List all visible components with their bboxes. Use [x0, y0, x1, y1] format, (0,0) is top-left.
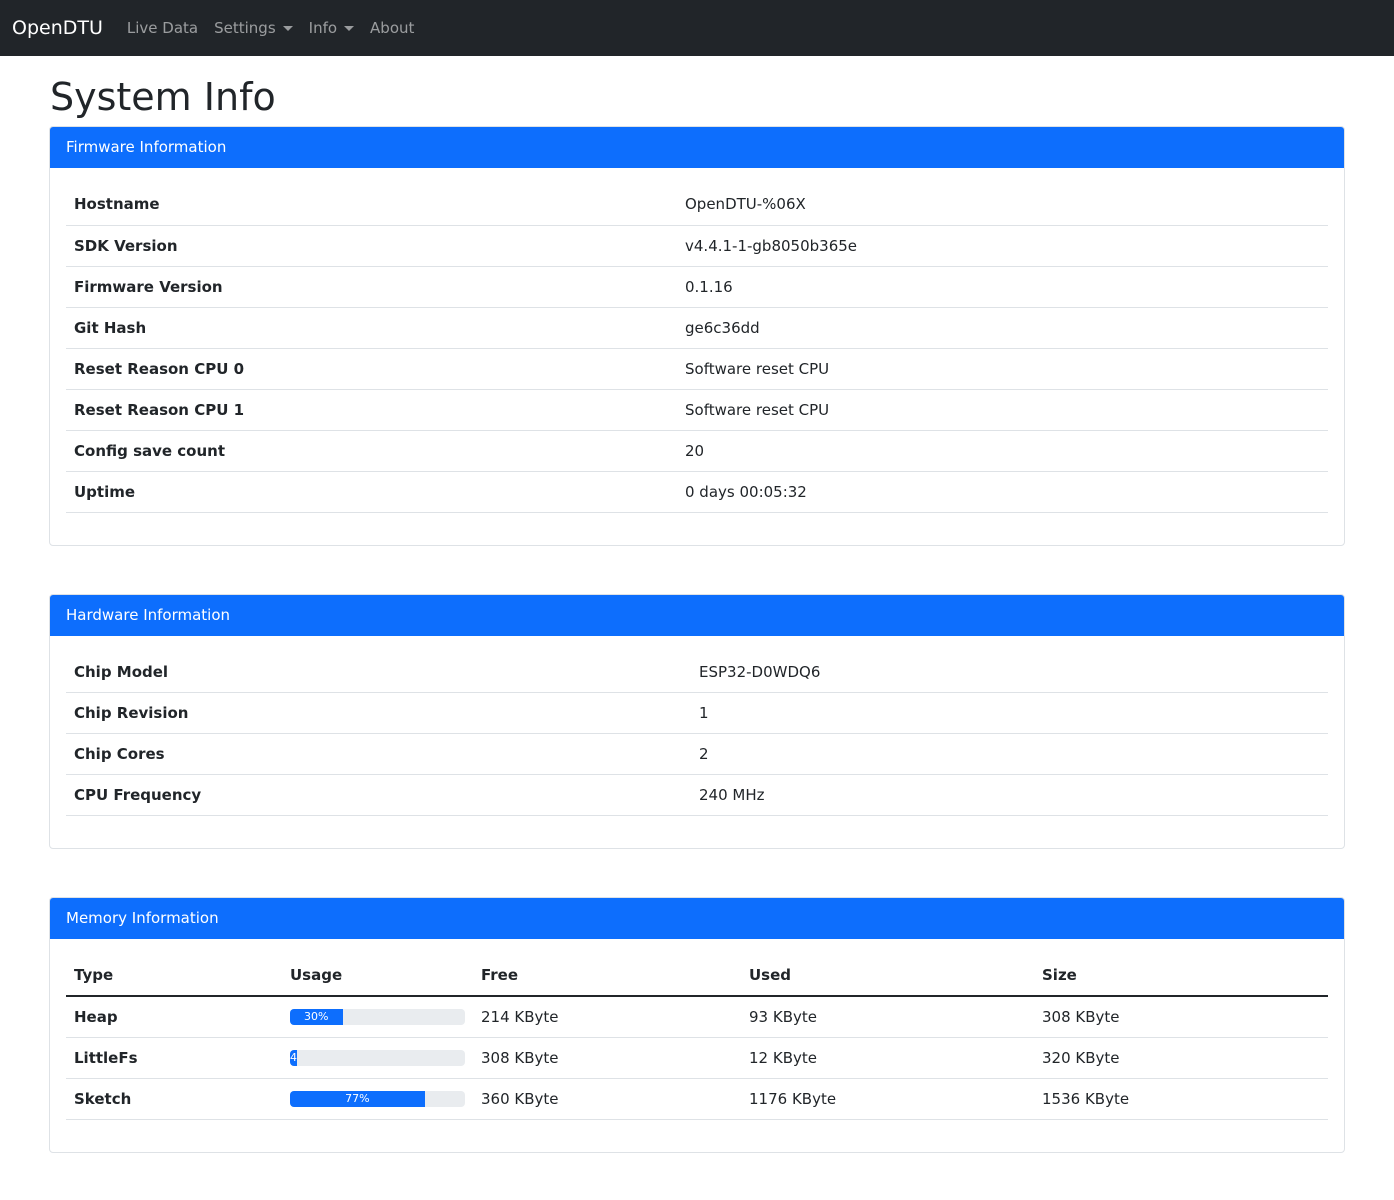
size-value: 308 KByte: [1034, 996, 1328, 1038]
row-value: Software reset CPU: [677, 348, 1328, 390]
row-value: 20: [677, 430, 1328, 472]
nav-settings[interactable]: Settings: [214, 19, 293, 37]
nav-label: Live Data: [126, 19, 199, 37]
table-row: LittleFs 4 308 KByte 12 KByte 320 KByte: [66, 1037, 1328, 1079]
row-value: v4.4.1-1-gb8050b365e: [677, 225, 1328, 267]
nav-about[interactable]: About: [370, 19, 414, 37]
nav-info[interactable]: Info: [308, 19, 355, 37]
row-label: SDK Version: [66, 225, 677, 267]
usage-progress: 77%: [290, 1090, 465, 1107]
nav-label: Settings: [214, 19, 276, 37]
memory-type: Heap: [66, 996, 282, 1038]
table-row: Reset Reason CPU 0 Software reset CPU: [66, 348, 1328, 390]
free-value: 308 KByte: [473, 1037, 741, 1079]
card-header: Hardware Information: [50, 594, 1344, 636]
row-value: 0.1.16: [677, 266, 1328, 308]
progress-bar: 30%: [290, 1008, 343, 1025]
size-value: 1536 KByte: [1034, 1078, 1328, 1120]
row-label: Uptime: [66, 471, 677, 513]
row-value: 1: [691, 692, 1328, 734]
table-row: CPU Frequency 240 MHz: [66, 774, 1328, 816]
table-row: Heap 30% 214 KByte 93 KByte 308 KByte: [66, 996, 1328, 1038]
free-value: 214 KByte: [473, 996, 741, 1038]
table-row: Config save count 20: [66, 430, 1328, 472]
used-value: 93 KByte: [741, 996, 1034, 1038]
usage-progress: 30%: [290, 1008, 465, 1025]
memory-type: LittleFs: [66, 1037, 282, 1079]
caret-down-icon: [344, 25, 355, 31]
usage-cell: 77%: [282, 1078, 473, 1120]
nav-label: Info: [308, 19, 338, 37]
row-label: Hostname: [66, 184, 677, 226]
usage-cell: 4: [282, 1037, 473, 1079]
size-value: 320 KByte: [1034, 1037, 1328, 1079]
column-header: Usage: [282, 955, 473, 997]
row-label: Chip Cores: [66, 733, 691, 775]
firmware-card: Firmware Information Hostname OpenDTU-%06…: [49, 126, 1345, 546]
progress-bar: 77%: [290, 1090, 425, 1107]
table-row: Uptime 0 days 00:05:32: [66, 471, 1328, 513]
column-header: Type: [66, 955, 282, 997]
table-row: Chip Cores 2: [66, 733, 1328, 775]
usage-progress: 4: [290, 1049, 465, 1066]
row-value: OpenDTU-%06X: [677, 184, 1328, 226]
column-header: Used: [741, 955, 1034, 997]
card-header: Memory Information: [50, 898, 1344, 939]
table-row: Reset Reason CPU 1 Software reset CPU: [66, 389, 1328, 431]
progress-bar: 4: [290, 1049, 297, 1066]
navbar: OpenDTU Live Data Settings Info About: [0, 0, 1394, 56]
row-label: Config save count: [66, 430, 677, 472]
usage-cell: 30%: [282, 996, 473, 1038]
column-header: Free: [473, 955, 741, 997]
used-value: 1176 KByte: [741, 1078, 1034, 1120]
row-label: Reset Reason CPU 0: [66, 348, 677, 390]
table-row: Firmware Version 0.1.16: [66, 266, 1328, 308]
table-row: SDK Version v4.4.1-1-gb8050b365e: [66, 225, 1328, 267]
row-label: CPU Frequency: [66, 774, 691, 816]
free-value: 360 KByte: [473, 1078, 741, 1120]
table-row: Chip Model ESP32-D0WDQ6: [66, 651, 1328, 693]
row-value: 0 days 00:05:32: [677, 471, 1328, 513]
used-value: 12 KByte: [741, 1037, 1034, 1079]
row-label: Reset Reason CPU 1: [66, 389, 677, 431]
table-row: Git Hash ge6c36dd: [66, 307, 1328, 349]
column-header: Size: [1034, 955, 1328, 997]
row-label: Firmware Version: [66, 266, 677, 308]
row-value: ge6c36dd: [677, 307, 1328, 349]
table-row: Chip Revision 1: [66, 692, 1328, 734]
page-title: System Info: [50, 75, 276, 119]
hardware-card: Hardware Information Chip Model ESP32-D0W…: [49, 593, 1345, 849]
nav-label: About: [370, 19, 415, 37]
card-header: Firmware Information: [50, 127, 1344, 168]
row-label: Git Hash: [66, 307, 677, 349]
caret-down-icon: [282, 25, 293, 31]
memory-card: Memory Information Type Usage Free Used Size…: [49, 897, 1345, 1153]
row-label: Chip Model: [66, 651, 691, 693]
row-label: Chip Revision: [66, 692, 691, 734]
row-value: ESP32-D0WDQ6: [691, 651, 1328, 693]
table-row: Sketch 77% 360 KByte 1176 KByte 1536 KBy…: [66, 1078, 1328, 1120]
memory-type: Sketch: [66, 1078, 282, 1120]
row-value: Software reset CPU: [677, 389, 1328, 431]
brand-link[interactable]: OpenDTU: [12, 17, 103, 39]
table-row: Hostname OpenDTU-%06X: [66, 184, 1328, 226]
row-value: 240 MHz: [691, 774, 1328, 816]
nav-live-data[interactable]: Live Data: [127, 19, 198, 37]
row-value: 2: [691, 733, 1328, 775]
